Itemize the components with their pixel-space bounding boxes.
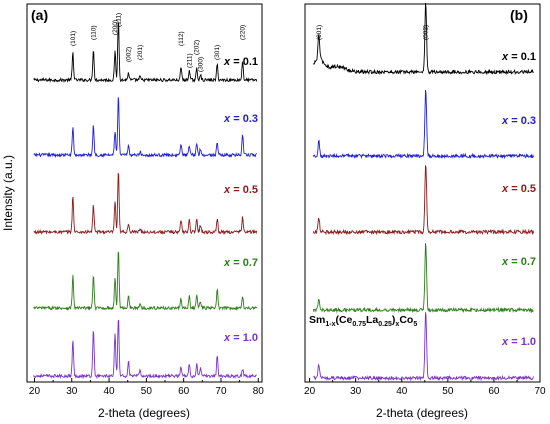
- series-label: x = 0.5: [223, 184, 258, 196]
- x-tick-label: 40: [104, 386, 116, 397]
- series-label: x = 0.5: [501, 183, 536, 195]
- x-tick-label: 50: [141, 386, 153, 397]
- x-tick-label: 20: [304, 386, 316, 397]
- formula-part: 1-x: [325, 321, 335, 328]
- series-label-value: = 0.7: [230, 257, 258, 269]
- x-tick-label: 40: [396, 386, 408, 397]
- x-tick-label: 50: [442, 386, 454, 397]
- formula-part: 0.75: [352, 321, 366, 328]
- panel-a-ylabel: Intensity (a.u.): [1, 155, 15, 231]
- series-label-value: = 0.3: [508, 115, 536, 127]
- x-tick-label: 70: [215, 386, 227, 397]
- series-label-var: x: [223, 332, 231, 344]
- peak-annotation: (101): [70, 31, 77, 46]
- formula-part: x: [395, 321, 399, 328]
- peak-annotation: (211): [186, 53, 193, 68]
- panel-a-frame: [26, 3, 263, 383]
- series-label-var: x: [223, 56, 231, 68]
- series-line: [313, 312, 534, 382]
- panel-b-frame: [304, 3, 541, 383]
- series-label: x = 0.1: [501, 51, 536, 63]
- peak-annotation: (300): [197, 57, 204, 72]
- formula-part: La: [366, 314, 378, 326]
- peak-annotation: (201): [137, 45, 144, 60]
- formula-part: Co: [399, 314, 413, 326]
- x-tick-label: 60: [178, 386, 190, 397]
- series-label: x = 0.3: [223, 113, 258, 125]
- series-label-var: x: [501, 256, 509, 268]
- peak-annotation: (200): [112, 20, 119, 35]
- series-label: x = 0.7: [501, 256, 536, 268]
- formula-part: ): [392, 314, 396, 326]
- peak-annotation: (301): [214, 45, 221, 60]
- series-line: [312, 165, 534, 236]
- formula-part: Sm: [309, 314, 325, 326]
- peak-annotation: (112): [178, 31, 185, 46]
- x-tick-label: 30: [350, 386, 362, 397]
- x-tick-label: 70: [534, 386, 546, 397]
- panel-a-annotations: (101) (110) (200)(111) (002) (201) (112)(211)…: [70, 13, 247, 72]
- series-label: x = 0.7: [223, 257, 258, 269]
- series-line: [33, 319, 257, 380]
- peak-annotation: (111): [115, 13, 122, 27]
- series-line: [33, 251, 258, 312]
- series-label: x = 0.3: [501, 115, 536, 127]
- series-label-value: = 1.0: [230, 332, 258, 344]
- peak-annotation: (002): [125, 47, 132, 62]
- series-label-value: = 0.5: [508, 183, 536, 195]
- panel-a-xlabel: 2-theta (degrees): [98, 406, 190, 420]
- series-line: [33, 97, 257, 159]
- peak-annotation: (001): [316, 25, 323, 40]
- x-tick-label: 80: [253, 386, 265, 397]
- series-line: [312, 243, 534, 314]
- x-tick-label: 60: [488, 386, 500, 397]
- peak-annotation: (220): [240, 25, 247, 40]
- series-label-value: = 0.7: [508, 256, 536, 268]
- series-label-var: x: [501, 51, 509, 63]
- formula-part: 0.25: [378, 321, 392, 328]
- panel-b-annotations: (001) (002): [316, 25, 430, 40]
- series-line: [33, 22, 258, 84]
- series-line: [33, 172, 258, 236]
- panel-b-xlabel: 2-theta (degrees): [376, 406, 468, 420]
- series-label-var: x: [501, 336, 509, 348]
- formula-part: (Ce: [335, 314, 352, 326]
- panel-b-label: (b): [510, 7, 528, 23]
- panel-b-series: x = 0.1x = 0.3x = 0.5x = 0.7x = 1.0: [312, 2, 536, 382]
- panel-a-label: (a): [31, 7, 48, 23]
- series-line: [312, 2, 534, 76]
- series-label: x = 0.1: [223, 56, 258, 68]
- series-label-var: x: [223, 257, 231, 269]
- series-label-value: = 0.1: [508, 51, 536, 63]
- series-label-var: x: [223, 113, 231, 125]
- formula-part: 5: [413, 321, 417, 328]
- series-label-var: x: [223, 184, 231, 196]
- series-label-var: x: [501, 183, 509, 195]
- peak-annotation: (110): [90, 25, 97, 40]
- panel-a-ticks: 20 30 40 50 60 70 80: [29, 378, 264, 397]
- panel-b-formula: Sm1-x(Ce0.75La0.25)xCo5: [309, 314, 417, 328]
- peak-annotation: (202): [194, 40, 201, 55]
- series-label-value: = 0.5: [230, 184, 258, 196]
- series-line: [312, 90, 534, 160]
- panel-a-series: x = 0.1x = 0.3x = 0.5x = 0.7x = 1.0: [33, 22, 258, 380]
- series-label-value: = 0.3: [230, 113, 258, 125]
- series-label: x = 1.0: [223, 332, 258, 344]
- series-label-var: x: [501, 115, 509, 127]
- panel-a: (a) Intensity (a.u.) 2-theta (degrees) 2…: [1, 3, 264, 420]
- panel-b-ticks: 20 30 40 50 60 70: [304, 378, 546, 397]
- panel-b: (b) 2-theta (degrees) 20 30 40 50 60 70 (001)…: [304, 2, 546, 420]
- series-label-value: = 0.1: [230, 56, 258, 68]
- x-tick-label: 30: [66, 386, 78, 397]
- x-tick-label: 20: [29, 386, 41, 397]
- series-label-value: = 1.0: [508, 336, 536, 348]
- series-label: x = 1.0: [501, 336, 536, 348]
